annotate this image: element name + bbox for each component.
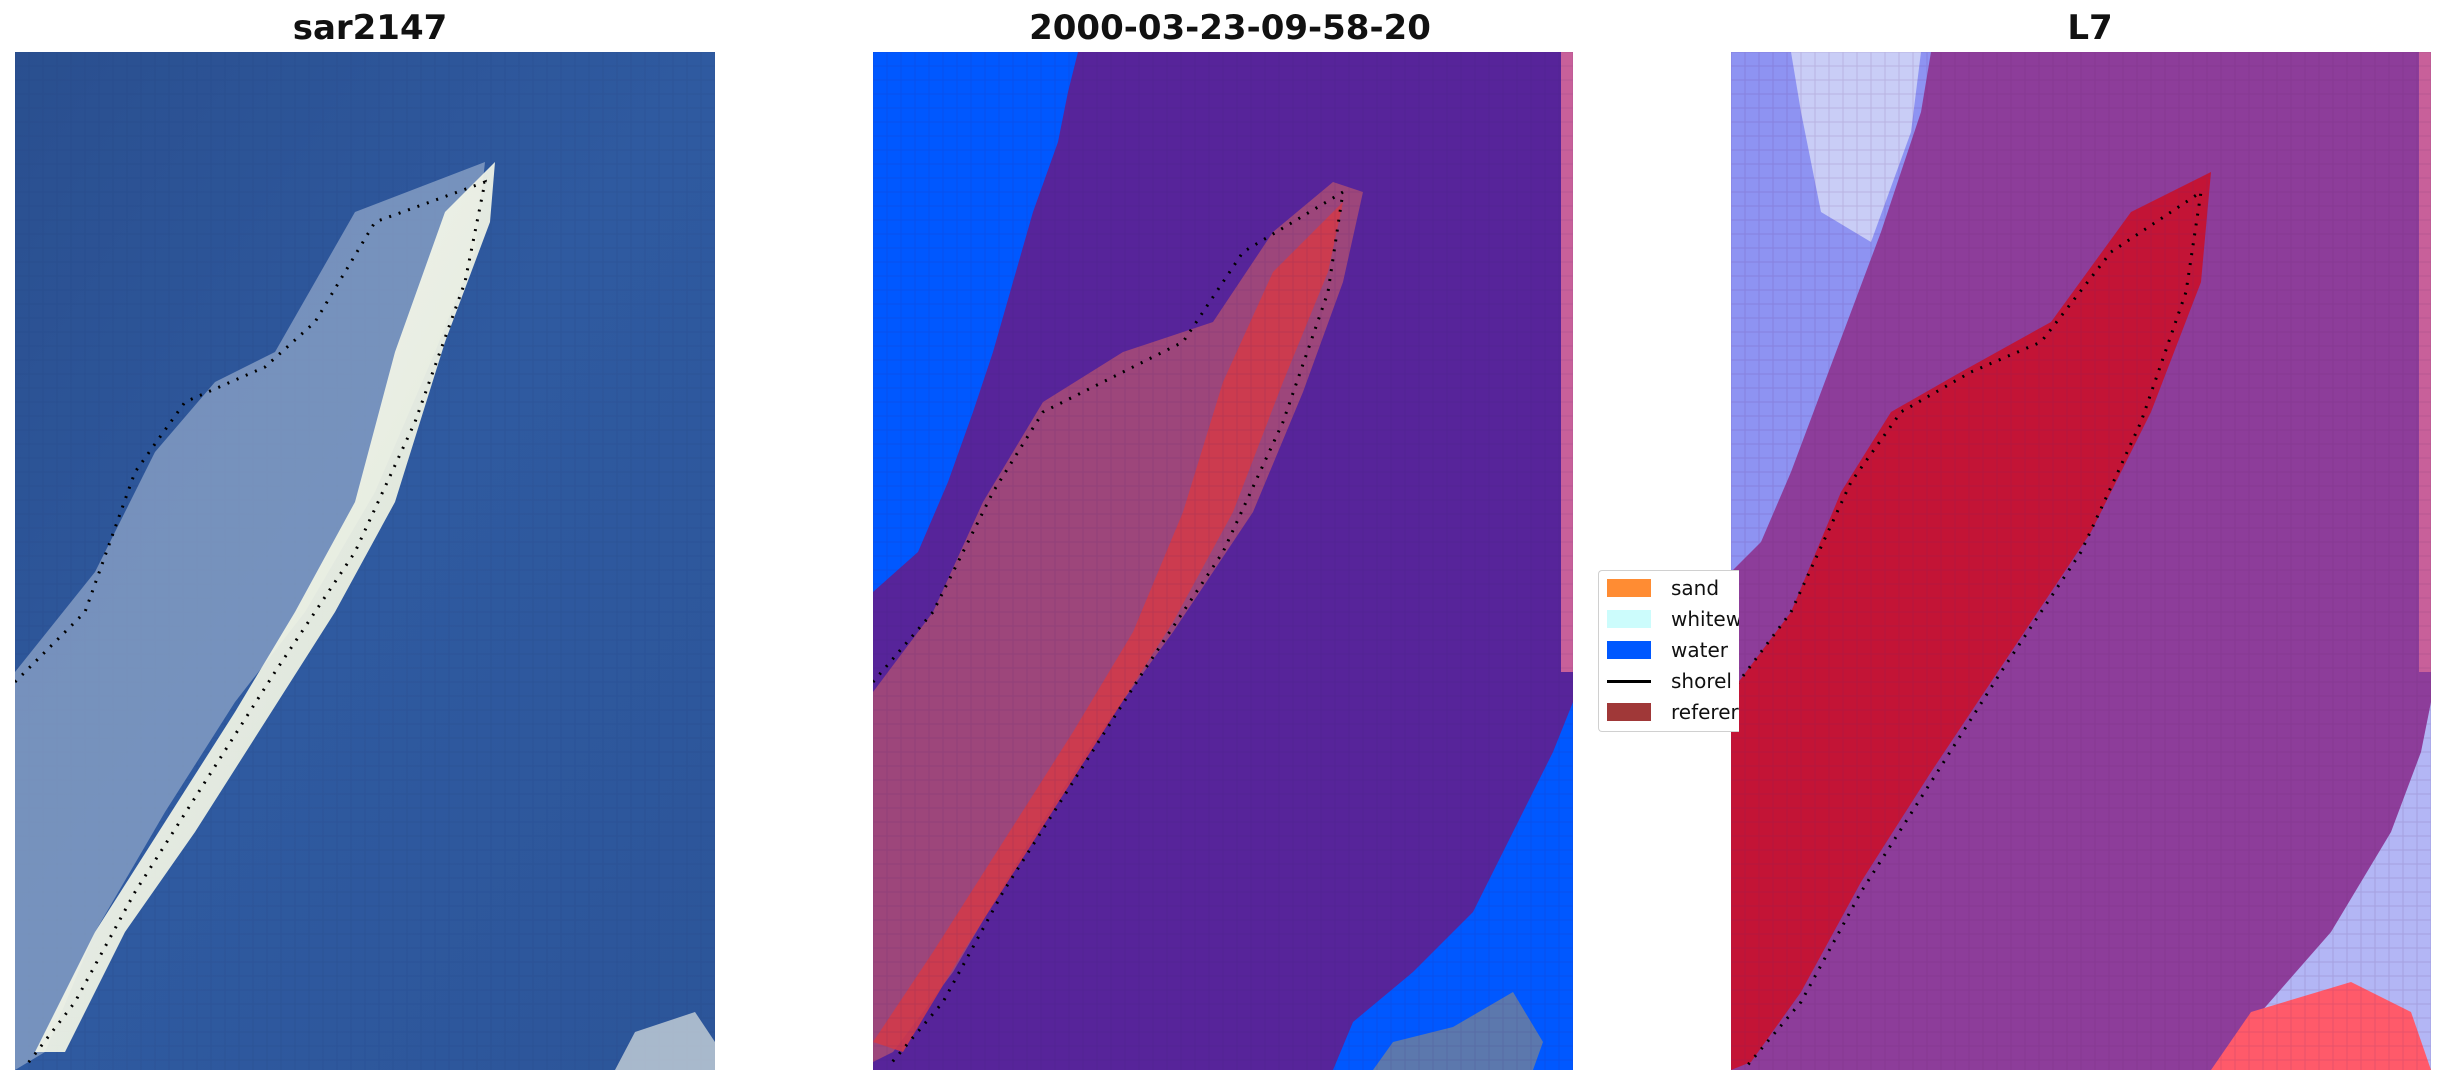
rgb-image-panel <box>15 52 715 1070</box>
legend-item-shoreline: shorel <box>1607 668 1739 694</box>
panel-title-classified: 2000-03-23-09-58-20 <box>1029 8 1431 48</box>
legend-label-sand: sand <box>1671 576 1720 600</box>
legend-label-reference: referer <box>1671 700 1739 724</box>
legend-swatch-water <box>1607 641 1651 659</box>
legend-swatch-sand <box>1607 579 1651 597</box>
legend-label-whitewater: whitew <box>1671 607 1739 631</box>
legend-item-reference: referer <box>1607 699 1739 725</box>
legend-item-sand: sand <box>1607 575 1739 601</box>
shoreline-dotted <box>15 179 487 1068</box>
rgb-image <box>15 52 715 1070</box>
sandbar-region <box>15 162 485 1070</box>
bright-sand-band <box>35 162 495 1052</box>
panel-title-l7: L7 <box>2067 8 2113 48</box>
legend: sand whitew water shorel referer <box>1598 570 1739 732</box>
legend-swatch-shoreline <box>1607 680 1651 683</box>
classified-image <box>873 52 1573 1070</box>
legend-item-water: water <box>1607 637 1739 663</box>
l7-image <box>1731 52 2431 1070</box>
legend-label-shoreline: shorel <box>1671 669 1732 693</box>
legend-item-whitewater: whitew <box>1607 606 1739 632</box>
legend-swatch-reference <box>1607 703 1651 721</box>
l7-image-panel <box>1731 52 2431 1070</box>
legend-swatch-whitewater <box>1607 610 1651 628</box>
legend-label-water: water <box>1671 638 1728 662</box>
panel-title-rgb: sar2147 <box>292 8 448 48</box>
classified-image-panel <box>873 52 1573 1070</box>
bottom-light-patch <box>615 1012 715 1070</box>
